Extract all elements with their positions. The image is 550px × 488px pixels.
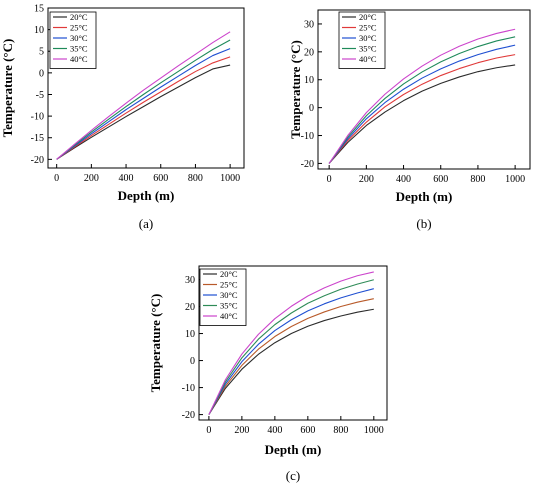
x-tick-label: 200 — [84, 173, 99, 184]
plot-frame — [47, 7, 245, 169]
x-tick-label: 200 — [234, 425, 249, 436]
x-axis-label: Depth (m) — [118, 188, 175, 203]
y-tick-label: 30 — [185, 275, 195, 286]
y-axis-label: Temperature (°C) — [0, 39, 15, 138]
y-tick-label: -10 — [182, 383, 195, 394]
x-tick-label: 0 — [54, 173, 59, 184]
legend-label: 35°C — [220, 301, 238, 311]
series-line-20c — [328, 64, 516, 164]
legend-label: 35°C — [70, 44, 88, 54]
series-line-20c — [208, 308, 374, 415]
legend-label: 40°C — [220, 311, 238, 321]
panel-caption: (c) — [286, 468, 300, 483]
x-tick-label: 1000 — [364, 425, 384, 436]
x-tick-label: 800 — [470, 174, 485, 185]
y-tick-label: 20 — [185, 302, 195, 313]
y-tick-label: 5 — [39, 47, 44, 58]
x-tick-label: 800 — [333, 425, 348, 436]
legend-label: 20°C — [359, 12, 377, 22]
legend-label: 20°C — [220, 269, 238, 279]
series-line-35c — [208, 279, 374, 415]
y-tick-label: 15 — [34, 4, 44, 15]
plot-frame — [317, 9, 531, 170]
y-axis-label: Temperature (°C) — [288, 40, 303, 139]
y-tick-label: 0 — [39, 68, 44, 79]
legend-label: 35°C — [359, 44, 377, 54]
legend-label: 40°C — [359, 54, 377, 64]
series-line-40c — [56, 31, 231, 160]
series-line-25c — [56, 56, 231, 160]
x-tick-label: 600 — [300, 425, 315, 436]
x-tick-label: 400 — [119, 173, 134, 184]
series-line-35c — [56, 39, 231, 160]
legend-label: 25°C — [220, 280, 238, 290]
y-tick-label: 10 — [185, 329, 195, 340]
y-tick-label: 30 — [304, 19, 314, 30]
series-line-25c — [208, 298, 374, 415]
legend-label: 25°C — [70, 23, 88, 33]
series-line-30c — [328, 44, 516, 164]
legend-label: 30°C — [220, 290, 238, 300]
x-tick-label: 0 — [206, 425, 211, 436]
legend-label: 25°C — [359, 23, 377, 33]
x-tick-label: 600 — [153, 173, 168, 184]
series-line-20c — [56, 64, 231, 160]
x-axis-label: Depth (m) — [396, 189, 453, 204]
x-tick-label: 200 — [359, 174, 374, 185]
panel-caption: (b) — [416, 216, 431, 231]
x-tick-label: 400 — [267, 425, 282, 436]
y-tick-label: -5 — [36, 90, 44, 101]
y-tick-label: -10 — [31, 112, 44, 123]
y-tick-label: 10 — [304, 75, 314, 86]
series-line-40c — [208, 271, 374, 415]
series-line-30c — [208, 288, 374, 415]
x-tick-label: 400 — [396, 174, 411, 185]
series-line-25c — [328, 54, 516, 164]
panel-caption: (a) — [139, 216, 153, 231]
legend-label: 30°C — [70, 33, 88, 43]
y-tick-label: 0 — [190, 356, 195, 367]
y-tick-label: 10 — [34, 25, 44, 36]
legend-label: 40°C — [70, 54, 88, 64]
y-tick-label: -15 — [31, 133, 44, 144]
x-tick-label: 1000 — [220, 173, 240, 184]
x-tick-label: 600 — [433, 174, 448, 185]
series-line-35c — [328, 36, 516, 164]
y-tick-label: 20 — [304, 47, 314, 58]
y-tick-label: -10 — [301, 131, 314, 142]
x-axis-label: Depth (m) — [265, 442, 322, 457]
plot-frame — [198, 265, 388, 421]
x-tick-label: 1000 — [505, 174, 525, 185]
y-tick-label: -20 — [182, 410, 195, 421]
chart-panel-c: 0 200 400 600 800 1000 -20 -10 0 10 20 30 Depth (m) T… — [148, 265, 388, 483]
series-line-40c — [328, 28, 516, 164]
y-tick-label: -20 — [31, 155, 44, 166]
y-tick-label: 0 — [309, 103, 314, 114]
legend-label: 20°C — [70, 12, 88, 22]
x-tick-label: 0 — [327, 174, 332, 185]
y-tick-label: -20 — [301, 159, 314, 170]
chart-panel-a: 0 200 400 600 800 1000 -20 -15 -10 -5 0 5 10 15 Depth … — [0, 4, 245, 231]
y-axis-label: Temperature (°C) — [148, 294, 163, 393]
x-tick-label: 800 — [188, 173, 203, 184]
legend-label: 30°C — [359, 33, 377, 43]
chart-panel-b: 0 200 400 600 800 1000 -20 -10 0 10 20 30 Depth (m) T… — [288, 9, 531, 231]
series-line-30c — [56, 48, 231, 160]
